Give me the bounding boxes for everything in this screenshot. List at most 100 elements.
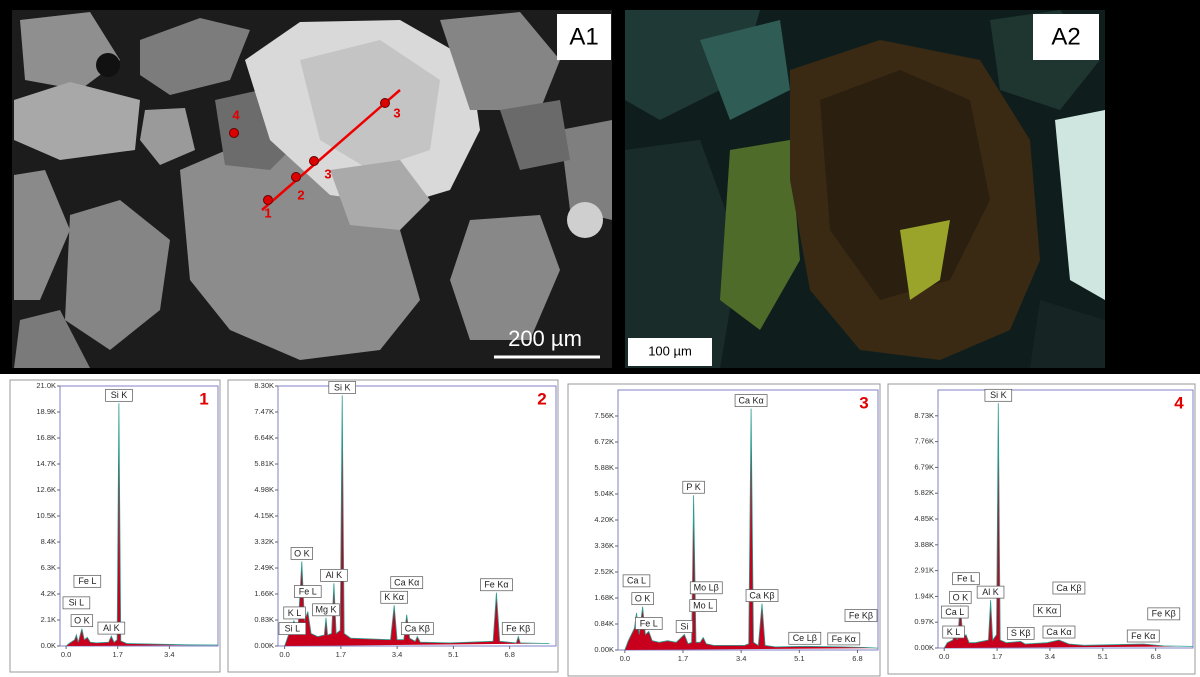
peak-label: Si K [111,390,128,400]
peak-label: Si L [285,623,301,633]
y-tick-label: 8.73K [914,411,934,420]
y-tick-label: 0.00K [254,641,274,650]
x-tick-label: 6.8 [504,650,514,659]
peak-label-box [278,622,307,635]
point-label: 2 [297,187,304,202]
y-tick-label: 6.3K [41,563,56,572]
point-label: 4 [232,107,240,122]
y-tick-label: 6.79K [914,462,934,471]
peak-label: Fe L [299,586,317,596]
peak-label-box [827,632,861,646]
y-tick-label: 2.91K [914,566,934,575]
y-tick-label: 2.52K [594,567,614,576]
x-tick-label: 6.8 [852,654,862,663]
peak-label: Si K [990,390,1007,400]
y-tick-label: 0.83K [254,615,274,624]
spectrum-number: 1 [199,389,208,408]
y-tick-label: 3.32K [254,537,274,546]
y-tick-label: 5.04K [594,489,614,498]
y-tick-label: 2.1K [41,615,56,624]
y-tick-label: 1.68K [594,593,614,602]
y-tick-label: 4.98K [254,485,274,494]
panel-label: A2 [1051,23,1080,50]
x-tick-label: 1.7 [113,650,123,659]
peak-label: Mg K [315,605,336,615]
peak-label: Ca Kα [738,395,763,405]
peak-label: Al K [326,570,343,580]
y-tick-label: 3.88K [914,540,934,549]
peak-label-box [952,572,980,586]
peak-label-box [480,578,513,592]
peak-label-box [844,609,878,622]
x-tick-label: 0.0 [279,650,289,659]
spectrum-number: 2 [537,389,546,408]
peak-label-box [788,631,822,645]
y-tick-label: 4.2K [41,589,56,598]
y-tick-label: 0.00K [594,645,614,654]
peak-label-box [1042,625,1076,639]
y-tick-label: 0.00K [914,643,934,652]
peak-label: Si [680,621,688,631]
spectrum [65,403,219,647]
peak-label-box [290,547,313,560]
peak-label-box [320,568,348,582]
peak-label-box [294,585,322,598]
peak-label-box [1033,604,1061,618]
spectrum-panel [567,383,881,677]
y-tick-label: 4.20K [594,515,614,524]
y-tick-label: 3.36K [594,541,614,550]
y-tick-label: 8.30K [254,381,274,390]
x-tick-label: 3.4 [392,650,402,659]
x-tick-label: 0.0 [61,650,71,659]
peak-label: S Kβ [1011,628,1031,638]
peak-label: Fe Kβ [506,623,530,633]
y-tick-label: 5.88K [594,463,614,472]
peak-label: Al K [103,623,120,633]
peak-label: Fe Kα [484,580,508,590]
x-tick-label: 3.4 [736,654,746,663]
peak-label-box [745,589,779,602]
spectrum-number: 3 [859,393,868,412]
peak-label-box [622,574,651,588]
peak-label: Ca L [945,607,964,617]
peak-label-box [1006,627,1035,640]
peak-label-box [62,596,91,610]
point-label: 3 [393,105,400,120]
peak-label: Mo L [693,600,713,610]
peak-label: Mo Lβ [694,583,719,593]
y-tick-label: 12.6K [36,485,56,494]
peak-label: Fe L [640,618,658,628]
peak-label: Al K [982,587,999,597]
y-tick-label: 5.82K [914,488,934,497]
peak-label: Fe Kβ [849,610,873,620]
micrograph-a1 [12,10,612,368]
x-tick-label: 5.1 [794,654,804,663]
y-tick-label: 7.56K [594,411,614,420]
peak-label-box [312,603,340,617]
y-tick-label: 8.4K [41,537,56,546]
peak-label: Ca Kβ [749,590,774,600]
y-tick-label: 7.47K [254,407,274,416]
y-tick-label: 4.85K [914,514,934,523]
scale-label: 200 µm [508,326,582,351]
peak-label: O K [953,592,969,602]
peak-label: K L [947,627,961,637]
peak-label-box [97,621,126,635]
x-tick-label: 6.8 [1150,652,1160,661]
y-tick-label: 1.66K [254,589,274,598]
peak-label: Si K [334,382,351,392]
peak-label-box [283,606,306,620]
peak-label: K Kα [1037,606,1057,616]
peak-label-box [400,622,434,635]
peak-label-box [1052,581,1086,595]
peak-label-box [682,480,705,494]
peak-label-box [390,576,424,590]
peak-label-box [635,617,663,630]
peak-label-box [328,381,356,394]
y-tick-label: 10.5K [36,511,56,520]
peak-label: Ca Kα [1046,627,1071,637]
panel-label: A1 [569,23,598,50]
x-tick-label: 0.0 [620,654,630,663]
peak-label-box [1126,629,1160,643]
peak-label-box [73,574,102,588]
